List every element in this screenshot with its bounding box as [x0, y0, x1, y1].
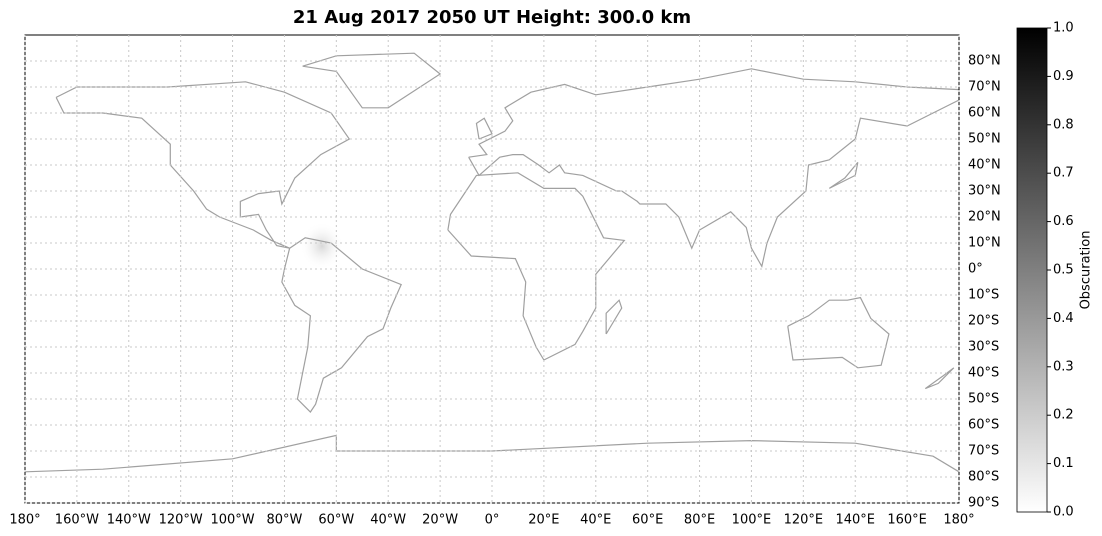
- x-tick-label: 120°W: [159, 513, 203, 528]
- y-tick-label: 90°S: [968, 496, 999, 511]
- y-tick-label: 50°S: [968, 392, 999, 407]
- colorbar-tick-label: 0.0: [1053, 505, 1074, 520]
- coastline: [605, 299, 623, 335]
- colorbar-tick-label: 0.5: [1053, 263, 1074, 278]
- x-tick-label: 20°W: [422, 513, 458, 528]
- coastline: [787, 296, 890, 369]
- x-tick-label: 180°: [943, 513, 974, 528]
- colorbar-tick-label: 0.3: [1053, 359, 1074, 374]
- y-tick-label: 70°N: [968, 80, 1001, 95]
- x-tick-label: 40°E: [580, 513, 611, 528]
- x-tick-label: 100°W: [210, 513, 254, 528]
- colorbar-tick-label: 0.4: [1053, 311, 1074, 326]
- y-tick-label: 60°N: [968, 106, 1001, 121]
- colorbar-tick-label: 0.9: [1053, 69, 1074, 84]
- y-tick-label: 10°S: [968, 288, 999, 303]
- coastline: [828, 162, 859, 189]
- x-tick-label: 180°: [9, 513, 40, 528]
- coastline: [468, 68, 960, 269]
- colorbar-label: Obscuration: [1079, 231, 1094, 310]
- coastline: [447, 172, 626, 361]
- colorbar-tick-label: 0.1: [1053, 456, 1074, 471]
- y-tick-label: 20°N: [968, 210, 1001, 225]
- obscuration-shadow: [300, 222, 344, 270]
- colorbar-tick-label: 0.2: [1053, 408, 1074, 423]
- coastline: [924, 367, 955, 390]
- x-tick-label: 40°W: [370, 513, 406, 528]
- chart-title: 21 Aug 2017 2050 UT Height: 300.0 km: [293, 7, 691, 28]
- y-tick-label: 70°S: [968, 444, 999, 459]
- colorbar-tick-label: 0.6: [1053, 214, 1074, 229]
- coastline: [475, 117, 493, 140]
- x-tick-label: 80°E: [684, 513, 715, 528]
- x-tick-label: 120°E: [784, 513, 824, 528]
- y-tick-label: 60°S: [968, 418, 999, 433]
- x-tick-label: 140°W: [107, 513, 151, 528]
- x-tick-label: 80°W: [266, 513, 302, 528]
- y-tick-label: 30°S: [968, 340, 999, 355]
- coastline: [302, 52, 442, 109]
- colorbar: [1016, 27, 1048, 513]
- x-tick-label: 60°E: [632, 513, 663, 528]
- y-tick-label: 0°: [968, 262, 983, 277]
- y-tick-label: 20°S: [968, 314, 999, 329]
- x-tick-label: 20°E: [528, 513, 559, 528]
- y-tick-label: 80°N: [968, 54, 1001, 69]
- coastline: [55, 81, 351, 249]
- x-tick-label: 100°E: [732, 513, 772, 528]
- x-tick-label: 0°: [485, 513, 500, 528]
- colorbar-tick-label: 1.0: [1053, 21, 1074, 36]
- x-tick-label: 140°E: [835, 513, 875, 528]
- coastline: [281, 237, 402, 413]
- y-tick-label: 80°S: [968, 470, 999, 485]
- x-tick-label: 160°W: [55, 513, 99, 528]
- colorbar-tick-label: 0.8: [1053, 117, 1074, 132]
- x-tick-label: 60°W: [318, 513, 354, 528]
- y-tick-label: 40°S: [968, 366, 999, 381]
- y-tick-label: 30°N: [968, 184, 1001, 199]
- y-tick-label: 10°N: [968, 236, 1001, 251]
- y-tick-label: 40°N: [968, 158, 1001, 173]
- x-tick-label: 160°E: [887, 513, 927, 528]
- colorbar-tick-label: 0.7: [1053, 166, 1074, 181]
- y-tick-label: 50°N: [968, 132, 1001, 147]
